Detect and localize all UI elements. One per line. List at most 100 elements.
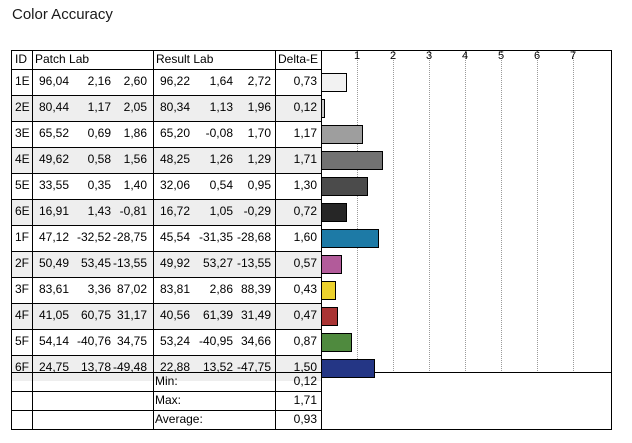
patch-lab-value: 41,05 xyxy=(38,308,69,322)
patch-lab-value: 96,04 xyxy=(38,74,69,88)
row-shade xyxy=(12,199,321,225)
delta-e-bar xyxy=(321,73,347,92)
patch-lab-value: -32,52 xyxy=(77,230,112,244)
result-lab-value: 53,27 xyxy=(202,256,233,270)
patch-lab-value: 0,69 xyxy=(87,126,111,140)
chart-title: Color Accuracy xyxy=(12,6,113,23)
delta-e-bar xyxy=(321,151,383,170)
row-divider xyxy=(11,303,321,304)
delta-e-bar xyxy=(321,99,325,118)
row-id: 4F xyxy=(15,308,30,322)
delta-e-bar xyxy=(321,333,352,352)
patch-lab-value: 1,40 xyxy=(123,178,147,192)
result-lab-value: 0,95 xyxy=(247,178,271,192)
patch-lab-value: -0,81 xyxy=(119,204,147,218)
delta-e-bar xyxy=(321,359,375,378)
patch-lab-value: 1,17 xyxy=(87,100,111,114)
delta-e-bar xyxy=(321,177,368,196)
row-id: 5E xyxy=(15,178,30,192)
patch-lab-value: 2,60 xyxy=(123,74,147,88)
result-lab-value: -13,55 xyxy=(237,256,272,270)
delta-e-value: 1,60 xyxy=(293,230,317,244)
patch-lab-value: 80,44 xyxy=(38,100,69,114)
grid-line xyxy=(537,51,538,371)
delta-e-value: 0,12 xyxy=(293,100,317,114)
row-shade xyxy=(12,95,321,121)
column-divider xyxy=(32,50,33,430)
result-lab-value: 53,24 xyxy=(159,334,190,348)
summary-label: Min: xyxy=(155,374,178,388)
summary-divider xyxy=(11,391,321,392)
row-divider xyxy=(11,277,321,278)
row-id: 2E xyxy=(15,100,30,114)
patch-lab-value: 53,45 xyxy=(80,256,111,270)
result-lab-value: 1,13 xyxy=(209,100,233,114)
grid-line xyxy=(357,51,358,371)
patch-lab-value: -13,55 xyxy=(113,256,148,270)
patch-lab-value: 1,43 xyxy=(87,204,111,218)
row-divider xyxy=(11,225,321,226)
row-divider xyxy=(11,199,321,200)
row-id: 5F xyxy=(15,334,30,348)
summary-divider xyxy=(11,410,321,411)
result-lab-value: 1,05 xyxy=(209,204,233,218)
grid-line xyxy=(465,51,466,371)
result-lab-value: 0,54 xyxy=(209,178,233,192)
result-lab-value: 61,39 xyxy=(202,308,233,322)
row-divider xyxy=(11,173,321,174)
delta-e-bar xyxy=(321,203,347,222)
x-tick-label: 7 xyxy=(569,50,577,62)
patch-lab-value: 54,14 xyxy=(38,334,69,348)
patch-lab-value: 33,55 xyxy=(38,178,69,192)
row-shade xyxy=(12,355,321,381)
row-divider xyxy=(11,121,321,122)
patch-lab-value: 87,02 xyxy=(116,282,147,296)
result-lab-value: 16,72 xyxy=(159,204,190,218)
result-lab-value: 48,25 xyxy=(159,152,190,166)
row-id: 6F xyxy=(15,360,30,374)
result-lab-value: 2,72 xyxy=(247,74,271,88)
grid-line xyxy=(573,51,574,371)
delta-e-value: 0,43 xyxy=(293,282,317,296)
x-tick-label: 5 xyxy=(497,50,505,62)
delta-e-value: 0,73 xyxy=(293,74,317,88)
result-lab-value: 1,64 xyxy=(209,74,233,88)
row-divider xyxy=(11,95,321,96)
x-tick-label: 2 xyxy=(389,50,397,62)
row-id: 2F xyxy=(15,256,30,270)
delta-e-value: 1,50 xyxy=(293,360,317,374)
grid-line xyxy=(393,51,394,371)
delta-e-bar xyxy=(321,229,379,248)
patch-lab-value: 65,52 xyxy=(38,126,69,140)
header-patch-lab: Patch Lab xyxy=(35,52,90,66)
summary-label: Average: xyxy=(155,412,203,426)
delta-e-bar xyxy=(321,307,338,326)
result-lab-value: -28,68 xyxy=(237,230,272,244)
result-lab-value: 83,81 xyxy=(159,282,190,296)
header-result-lab: Result Lab xyxy=(156,52,214,66)
patch-lab-value: 83,61 xyxy=(38,282,69,296)
column-divider xyxy=(275,50,276,430)
result-lab-value: 1,29 xyxy=(247,152,271,166)
result-lab-value: 88,39 xyxy=(240,282,271,296)
column-divider xyxy=(153,50,154,430)
row-divider xyxy=(11,355,321,356)
result-lab-value: 65,20 xyxy=(159,126,190,140)
patch-lab-value: 47,12 xyxy=(38,230,69,244)
patch-lab-value: 49,62 xyxy=(38,152,69,166)
patch-lab-value: -40,76 xyxy=(77,334,112,348)
result-lab-value: -0,29 xyxy=(243,204,271,218)
result-lab-value: 49,92 xyxy=(159,256,190,270)
header-id: ID xyxy=(15,52,27,66)
result-lab-value: -0,08 xyxy=(205,126,233,140)
patch-lab-value: -28,75 xyxy=(113,230,148,244)
patch-lab-value: 60,75 xyxy=(80,308,111,322)
patch-lab-value: 1,86 xyxy=(123,126,147,140)
delta-e-value: 0,87 xyxy=(293,334,317,348)
row-shade xyxy=(12,251,321,277)
delta-e-bar xyxy=(321,255,342,274)
result-lab-value: 1,96 xyxy=(247,100,271,114)
header-delta-e: Delta-E xyxy=(278,52,319,66)
delta-e-value: 1,17 xyxy=(293,126,317,140)
grid-line xyxy=(429,51,430,371)
